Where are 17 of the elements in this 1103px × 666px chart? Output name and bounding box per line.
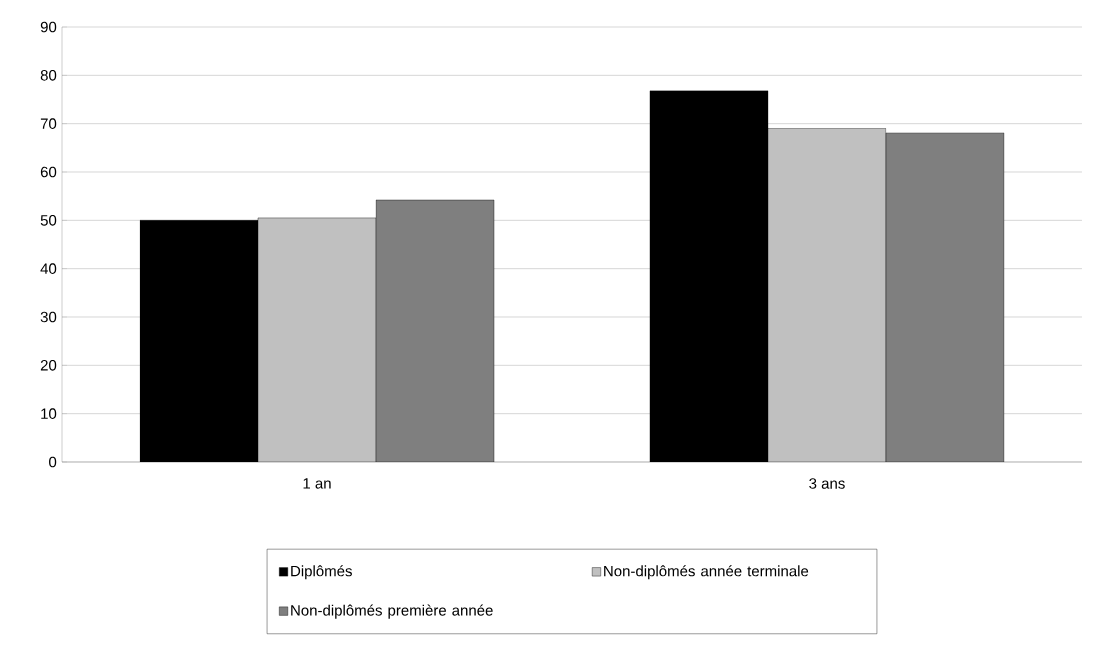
legend-label: Non-diplômés première année [291,604,493,619]
bar [767,128,887,462]
y-tick-label: 40 [40,263,57,274]
y-tick-label: 50 [40,215,57,226]
legend-label: Diplômés [291,565,352,580]
x-tick-label: 3 ans [809,478,845,489]
x-tick-label: 1 an [303,478,331,489]
y-tick-label: 0 [49,456,57,468]
y-tick-label: 60 [40,166,57,178]
y-tick-label: 10 [41,408,57,419]
y-tick-label: 20 [40,360,57,371]
legend-label: Non-diplômés année terminale [604,565,809,580]
y-tick-label: 90 [40,21,57,33]
bar [257,217,377,462]
y-tick-label: 70 [40,118,57,129]
y-tick-label: 30 [40,311,57,323]
y-tick-label: 80 [40,70,57,81]
